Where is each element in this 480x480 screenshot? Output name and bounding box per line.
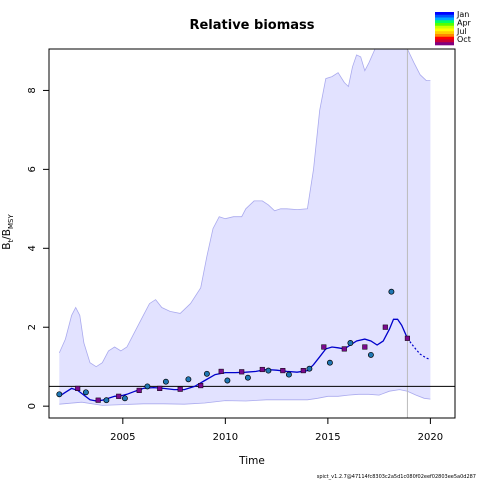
predicted-point (95, 397, 101, 403)
predicted-point (157, 385, 163, 391)
plot-frame (48, 48, 456, 419)
observation-point (103, 397, 110, 404)
legend-label: Jan (456, 10, 469, 19)
legend-color-swatch (435, 20, 454, 24)
legend-color-swatch (435, 25, 454, 29)
plot-area (49, 48, 455, 418)
chart-title: Relative biomass (189, 18, 314, 33)
predicted-point (280, 368, 286, 374)
legend-label: Oct (457, 35, 471, 44)
observation-point (82, 389, 89, 396)
observation-point (121, 395, 128, 402)
y-tick-label: 8 (27, 87, 38, 93)
legend-color-swatch (435, 36, 454, 40)
predicted-point (362, 344, 368, 350)
observation-point (306, 365, 313, 372)
predicted-point (341, 346, 347, 352)
legend-color-swatch (435, 42, 454, 46)
observation-point (265, 367, 272, 374)
x-tick-label: 2015 (315, 432, 340, 443)
predicted-point (382, 324, 388, 330)
legend-color-swatch (435, 39, 454, 43)
y-axis: 0 2 4 6 8 (27, 87, 49, 409)
observation-point (56, 391, 63, 398)
predicted-point (300, 368, 306, 374)
predicted-point (177, 386, 183, 392)
predicted-point (404, 335, 410, 341)
x-tick-label: 2010 (213, 432, 238, 443)
observation-point (144, 383, 151, 390)
x-tick-label: 2005 (110, 432, 135, 443)
predicted-point (75, 385, 81, 391)
legend-color-swatch (435, 17, 454, 21)
legend-color-swatch (435, 28, 454, 32)
legend-color-swatch (435, 31, 454, 35)
legend-label: Apr (457, 18, 472, 27)
confidence-band (59, 49, 431, 406)
predicted-point (239, 369, 245, 375)
x-axis-label: Time (238, 455, 265, 467)
observation-points (56, 288, 395, 404)
predicted-point (198, 383, 204, 389)
predicted-point (259, 366, 265, 373)
observation-point (347, 340, 354, 346)
ci-lower-line (59, 389, 431, 406)
predicted-point (218, 368, 224, 374)
y-tick-label: 0 (27, 403, 38, 409)
x-tick-label: 2020 (418, 432, 443, 443)
x-axis: 2005 2010 2015 2020 (110, 418, 443, 443)
observation-point (326, 359, 333, 366)
observation-point (244, 374, 251, 381)
y-tick-label: 4 (27, 245, 38, 251)
legend-color-swatch (435, 23, 454, 27)
observation-point (185, 376, 192, 383)
forecast-line (406, 337, 431, 361)
observation-point (388, 288, 395, 295)
observation-point (285, 371, 292, 378)
ci-upper-line (58, 48, 431, 368)
legend-color-swatch (435, 14, 454, 18)
predicted-point (116, 393, 122, 399)
y-axis-label: Bt/BMSY (1, 214, 15, 250)
predicted-points (75, 324, 410, 403)
y-tick-label: 2 (27, 324, 38, 330)
predicted-point (136, 387, 142, 393)
y-tick-label: 6 (27, 166, 38, 172)
legend-color-swatch (435, 12, 454, 16)
observation-point (224, 377, 231, 384)
predicted-point (321, 344, 327, 350)
observation-point (367, 351, 374, 358)
version-footer: spict_v1.2.7@47114fc8303c2a5d1c080f02eef… (317, 474, 476, 480)
legend-label: Jul (456, 27, 467, 36)
legend-color-swatch (435, 34, 454, 38)
observation-point (203, 370, 210, 377)
observation-point (162, 378, 169, 385)
